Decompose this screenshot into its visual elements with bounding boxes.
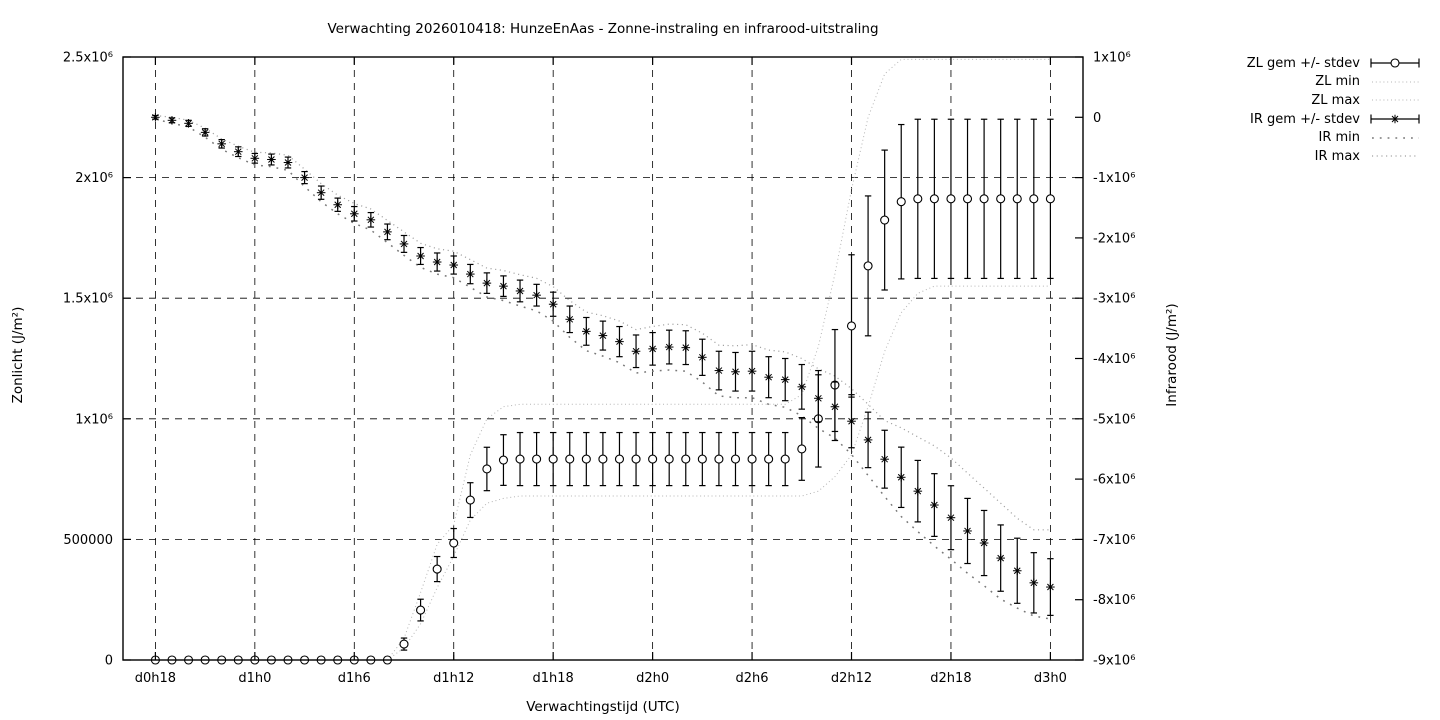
legend-row-ir-gem: IR gem +/- stdev xyxy=(1190,110,1424,129)
legend-label-zl-min: ZL min xyxy=(1315,74,1360,90)
right-tick-label: -3x10⁶ xyxy=(1093,292,1135,307)
left-tick-label: 1x10⁶ xyxy=(75,412,113,427)
legend-sample-ir-max-dotted-icon xyxy=(1372,155,1419,157)
x-tick-label: d0h18 xyxy=(135,671,176,686)
right-tick-labels: 1x10⁶ 0 -1x10⁶ -2x10⁶ -3x10⁶ -4x10⁶ -5x10⁶ -6x1… xyxy=(1093,51,1135,669)
left-tick-label: 0 xyxy=(105,654,113,669)
axis-ticks xyxy=(123,56,1083,661)
legend-sample-zl-min-dotted-icon xyxy=(1372,81,1419,83)
x-axis-label: Verwachtingstijd (UTC) xyxy=(526,699,680,715)
left-tick-labels: 2.5x10⁶ 2x10⁶ 1.5x10⁶ 1x10⁶ 500000 0 xyxy=(63,51,113,669)
legend-row-zl-gem: ZL gem +/- stdev xyxy=(1190,54,1424,73)
series-zl-gem-stdev xyxy=(150,118,1055,665)
legend-label-zl-gem: ZL gem +/- stdev xyxy=(1246,55,1360,71)
x-tick-label: d1h0 xyxy=(238,671,271,686)
right-tick-label: -5x10⁶ xyxy=(1093,412,1135,427)
x-tick-label: d2h18 xyxy=(930,671,971,686)
x-tick-label: d1h18 xyxy=(533,671,574,686)
right-tick-label: -6x10⁶ xyxy=(1093,473,1135,488)
legend-label-zl-max: ZL max xyxy=(1311,92,1360,108)
x-tick-label: d2h0 xyxy=(636,671,669,686)
legend-sample-ir-min-dotted-icon xyxy=(1372,136,1419,139)
legend-sample-zl-max-dotted-icon xyxy=(1372,99,1419,101)
right-tick-label: 1x10⁶ xyxy=(1093,51,1131,66)
chart-title: Verwachting 2026010418: HunzeEnAas - Zon… xyxy=(327,21,879,37)
left-tick-label: 2x10⁶ xyxy=(75,171,113,186)
right-tick-label: -9x10⁶ xyxy=(1093,654,1135,669)
right-tick-label: -8x10⁶ xyxy=(1093,593,1135,608)
left-tick-label: 500000 xyxy=(63,533,113,548)
x-tick-label: d3h0 xyxy=(1034,671,1067,686)
y-axis-label-right: Infrarood (J/m²) xyxy=(1164,303,1180,407)
gridlines xyxy=(123,57,1083,660)
left-tick-label: 1.5x10⁶ xyxy=(63,292,113,307)
right-tick-label: -2x10⁶ xyxy=(1093,231,1135,246)
x-tick-labels: d0h18 d1h0 d1h6 d1h12 d1h18 d2h0 d2h6 d2h12 d2h1… xyxy=(135,671,1067,686)
legend-row-zl-min: ZL min xyxy=(1190,73,1424,92)
right-tick-label: -1x10⁶ xyxy=(1093,171,1135,186)
legend-row-ir-max: IR max xyxy=(1190,147,1424,166)
legend-sample-ir-gem-errorbar-icon xyxy=(1370,114,1420,124)
series-ir-gem-stdev xyxy=(151,113,1055,616)
legend-label-ir-min: IR min xyxy=(1318,130,1360,146)
x-tick-label: d1h12 xyxy=(433,671,474,686)
series-zl-max xyxy=(155,58,1051,661)
plot-border xyxy=(122,56,1084,661)
legend-label-ir-gem: IR gem +/- stdev xyxy=(1250,111,1360,127)
right-tick-label: 0 xyxy=(1093,111,1101,126)
legend-sample-zl-gem-errorbar-icon xyxy=(1370,58,1420,68)
legend-row-ir-min: IR min xyxy=(1190,128,1424,147)
legend-row-zl-max: ZL max xyxy=(1190,91,1424,110)
x-tick-label: d1h6 xyxy=(338,671,371,686)
legend: ZL gem +/- stdev ZL min ZL max IR gem +/… xyxy=(1190,54,1424,166)
x-tick-label: d2h6 xyxy=(736,671,769,686)
left-tick-label: 2.5x10⁶ xyxy=(63,51,113,66)
right-tick-label: -7x10⁶ xyxy=(1093,533,1135,548)
x-tick-label: d2h12 xyxy=(831,671,872,686)
y-axis-label-left: Zonlicht (J/m²) xyxy=(10,306,26,404)
legend-label-ir-max: IR max xyxy=(1314,148,1360,164)
right-tick-label: -4x10⁶ xyxy=(1093,352,1135,367)
series-ir-min xyxy=(155,118,1051,620)
